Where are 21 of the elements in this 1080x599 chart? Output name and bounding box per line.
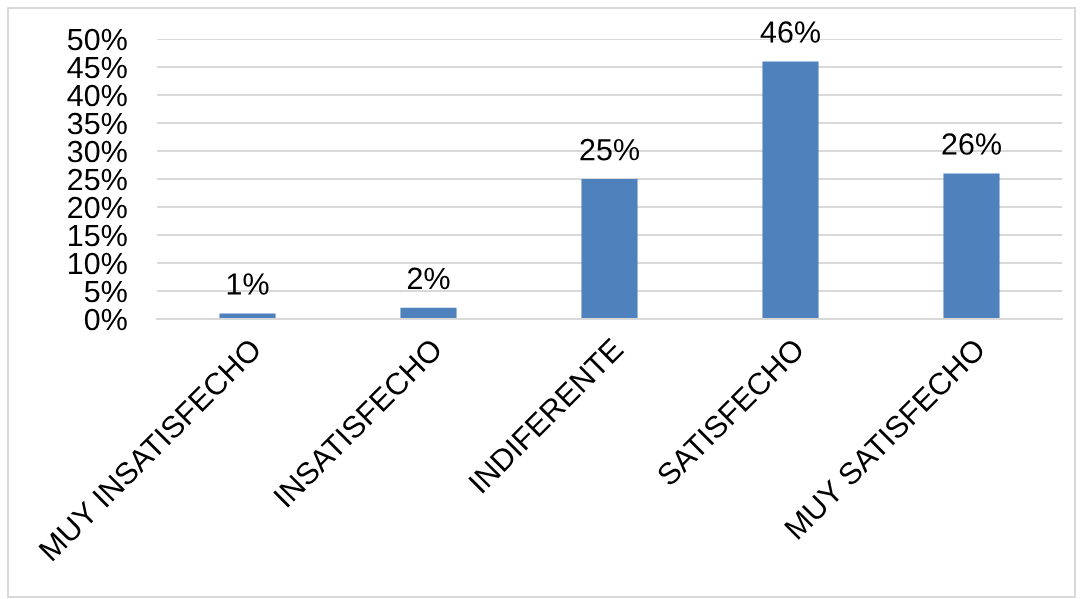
data-label: 25%: [580, 138, 639, 161]
bar: [400, 307, 457, 319]
y-tick-label: 0%: [84, 308, 127, 331]
y-tick-label: 25%: [68, 168, 127, 191]
bar: [762, 61, 819, 319]
bar: [219, 313, 276, 319]
data-label: 46%: [760, 21, 820, 43]
y-tick-label: 10%: [69, 252, 127, 275]
data-label: 26%: [942, 133, 1001, 155]
y-tick-label: 20%: [68, 196, 127, 219]
y-tick-label: 45%: [67, 56, 127, 79]
y-tick-label: 30%: [67, 140, 127, 163]
y-tick-label: 15%: [69, 224, 127, 247]
data-label: 1%: [227, 273, 269, 295]
bar: [943, 173, 1000, 319]
data-label: 2%: [407, 267, 450, 290]
y-tick-label: 40%: [67, 84, 127, 107]
y-tick-label: 50%: [67, 28, 127, 51]
y-tick-label: 35%: [67, 112, 127, 135]
bar: [581, 179, 638, 319]
y-tick-label: 5%: [84, 280, 127, 303]
